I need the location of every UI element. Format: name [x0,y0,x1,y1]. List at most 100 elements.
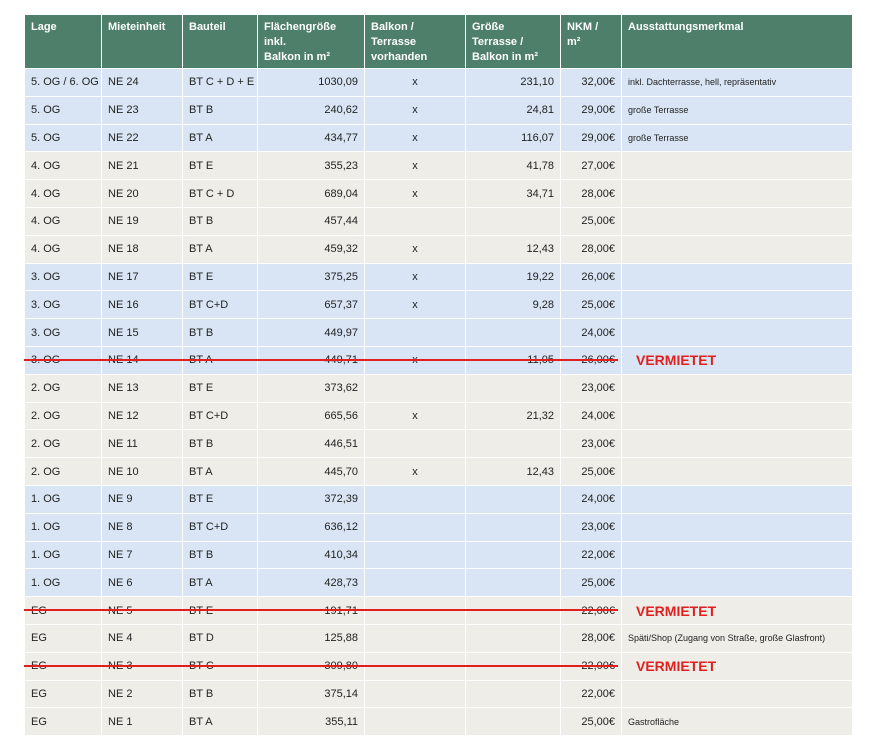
cell: 9,28 [465,290,561,320]
cell: NE 7 [101,540,183,570]
empty-cell [364,623,466,653]
cell: 3. OG [24,262,102,292]
cell: x [364,457,466,486]
empty-cell [621,234,853,264]
cell: 665,56 [257,401,365,431]
cell: 25,00€ [560,206,622,236]
cell: BT A [182,457,258,486]
cell: 28,00€ [560,234,622,264]
cell: EG [24,679,102,709]
cell: BT D [182,623,258,653]
status-label: VERMIETET [621,596,853,625]
cell: 428,73 [257,568,365,598]
column-header: Größe Terrasse / Balkon in m² [465,14,561,69]
cell: 355,23 [257,151,365,181]
empty-cell [364,596,466,625]
cell: x [364,123,466,153]
cell: x [364,262,466,292]
cell: 41,78 [465,151,561,181]
empty-cell [621,429,853,459]
cell: x [364,95,466,125]
cell: NE 24 [101,68,183,97]
cell: NE 18 [101,234,183,264]
cell: NE 12 [101,401,183,431]
cell: 191,71 [257,596,365,625]
empty-cell [621,179,853,208]
cell: NE 11 [101,429,183,459]
cell: NE 21 [101,151,183,181]
cell: 125,88 [257,623,365,653]
table-row: 2. OG NE 13 BT E 373,62 23,00€ [24,373,853,403]
cell: 25,00€ [560,457,622,486]
cell: Späti/Shop (Zugang von Straße, große Gla… [621,623,853,653]
empty-cell [465,206,561,236]
empty-cell [364,707,466,737]
cell: NE 13 [101,373,183,403]
cell: 25,00€ [560,568,622,598]
empty-cell [364,568,466,598]
cell: 34,71 [465,179,561,208]
cell: 355,11 [257,707,365,737]
cell: 240,62 [257,95,365,125]
empty-cell [621,290,853,320]
column-header: Mieteinheit [101,14,183,69]
cell: x [364,290,466,320]
empty-cell [364,540,466,570]
table-row: 4. OG NE 19 BT B 457,44 25,00€ [24,206,853,236]
empty-cell [621,568,853,598]
table-row: 2. OG NE 11 BT B 446,51 23,00€ [24,429,853,459]
cell: NE 1 [101,707,183,737]
cell: 24,00€ [560,401,622,431]
cell: BT B [182,429,258,459]
cell: NE 15 [101,318,183,347]
cell: 5. OG [24,123,102,153]
empty-cell [465,707,561,737]
empty-cell [621,206,853,236]
cell: 457,44 [257,206,365,236]
strike-line [24,609,618,611]
table-row: 3. OG NE 17 BT E 375,25 x 19,22 26,00€ [24,262,853,292]
cell: 12,43 [465,234,561,264]
cell: NE 19 [101,206,183,236]
empty-cell [621,679,853,709]
header-row: Lage Mieteinheit Bauteil Flächengröße inkl.… [24,14,853,69]
cell: x [364,234,466,264]
cell: BT C+D [182,512,258,542]
cell: BT E [182,373,258,403]
cell: 27,00€ [560,151,622,181]
table-row: EG NE 4 BT D 125,88 28,00€ Späti/Shop (Zugang… [24,623,853,653]
cell: 410,34 [257,540,365,570]
table-row: 4. OG NE 20 BT C + D 689,04 x 34,71 28,00€ [24,179,853,208]
column-header: Bauteil [182,14,258,69]
cell: 26,00€ [560,262,622,292]
column-header: Balkon / Terrasse vorhanden [364,14,466,69]
cell: 28,00€ [560,179,622,208]
cell: inkl. Dachterrasse, hell, repräsentativ [621,68,853,97]
table-row: 1. OG NE 7 BT B 410,34 22,00€ [24,540,853,570]
cell: Gastrofläche [621,707,853,737]
empty-cell [465,373,561,403]
cell: 446,51 [257,429,365,459]
cell: BT E [182,262,258,292]
table-row: 1. OG NE 8 BT C+D 636,12 23,00€ [24,512,853,542]
cell: 25,00€ [560,707,622,737]
cell: 459,32 [257,234,365,264]
cell: BT C + D [182,179,258,208]
cell: 2. OG [24,457,102,486]
cell: EG [24,707,102,737]
cell: 1. OG [24,484,102,514]
cell: große Terrasse [621,95,853,125]
table-row: 2. OG NE 12 BT C+D 665,56 x 21,32 24,00€ [24,401,853,431]
cell: NE 20 [101,179,183,208]
cell: 449,97 [257,318,365,347]
table: Lage Mieteinheit Bauteil Flächengröße inkl.… [24,14,853,737]
column-header: Ausstattungsmerkmal [621,14,853,69]
table-row: 5. OG NE 23 BT B 240,62 x 24,81 29,00€ große Te… [24,95,853,125]
cell: x [364,151,466,181]
cell: BT A [182,234,258,264]
cell: EG [24,623,102,653]
empty-cell [621,457,853,486]
cell: 23,00€ [560,512,622,542]
cell: 1030,09 [257,68,365,97]
empty-cell [465,318,561,347]
